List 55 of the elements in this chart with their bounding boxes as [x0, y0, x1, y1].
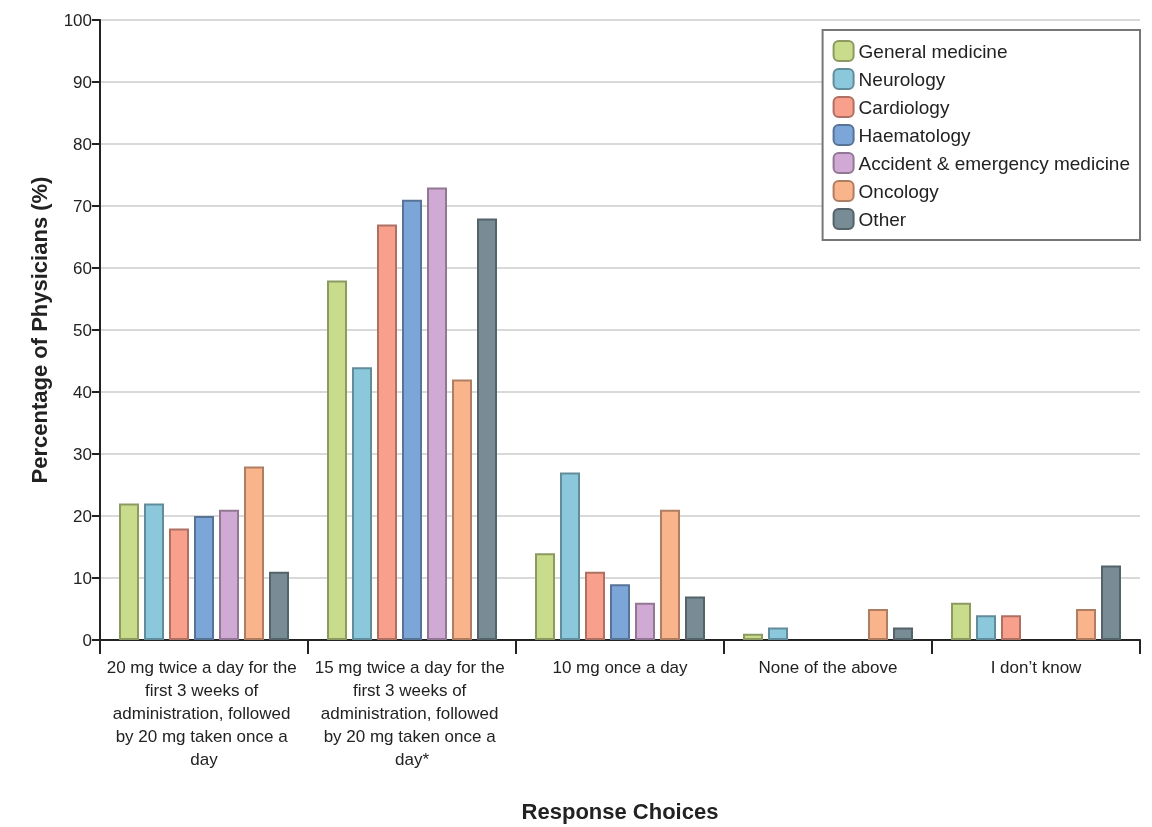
legend-label: Haematology — [858, 124, 972, 146]
bar — [119, 503, 139, 640]
bar — [976, 615, 996, 640]
x-tick-label: 20 mg twice a day for the first 3 weeks of administration, followed by 20 mg taken once a day — [106, 658, 302, 769]
bar — [169, 528, 189, 640]
bar — [535, 553, 555, 640]
y-tick-label: 40 — [73, 382, 92, 402]
bar — [560, 472, 580, 640]
bar — [219, 509, 239, 640]
bar — [402, 199, 422, 640]
bar — [244, 466, 264, 640]
x-axis-title: Response Choices — [521, 798, 719, 824]
bar — [352, 367, 372, 640]
bar — [868, 609, 888, 640]
bar — [1076, 609, 1096, 640]
bar — [893, 627, 913, 640]
bar — [377, 224, 397, 640]
y-tick-label: 70 — [73, 196, 92, 216]
bar — [1101, 565, 1121, 640]
y-tick-label: 90 — [73, 72, 92, 92]
bar — [477, 218, 497, 640]
bar — [585, 571, 605, 640]
x-tick-label: 10 mg once a day — [552, 658, 689, 677]
y-axis-title: Percentage of Physicians (%) — [26, 176, 52, 484]
y-tick-label: 100 — [63, 10, 92, 30]
bar — [768, 627, 788, 640]
bar — [635, 602, 655, 640]
y-tick-label: 30 — [73, 444, 92, 464]
y-tick-label: 60 — [73, 258, 92, 278]
y-tick-label: 50 — [73, 320, 92, 340]
x-tick-label: None of the above — [758, 658, 898, 677]
y-tick-label: 20 — [73, 506, 92, 526]
bar — [951, 602, 971, 640]
bar — [427, 187, 447, 640]
legend-label: Neurology — [858, 68, 946, 90]
bar — [660, 509, 680, 640]
legend-label: Cardiology — [858, 96, 950, 118]
bar — [194, 516, 214, 640]
bar — [685, 596, 705, 640]
legend-label: Other — [858, 208, 907, 230]
bar — [144, 503, 164, 640]
x-tick-label: I don’t know — [990, 658, 1083, 677]
y-tick-label: 0 — [82, 630, 92, 650]
y-tick-label: 80 — [73, 134, 92, 154]
legend-label: General medicine — [858, 40, 1008, 62]
x-tick-label: 15 mg twice a day for the first 3 weeks of administration, followed by 20 mg taken once a day* — [314, 658, 510, 769]
bar — [269, 571, 289, 640]
bar — [1001, 615, 1021, 640]
legend-label: Accident & emergency medicine — [858, 152, 1131, 174]
y-tick-label: 10 — [73, 568, 92, 588]
bar — [743, 633, 763, 640]
bar — [327, 280, 347, 640]
bar — [610, 584, 630, 640]
bar — [452, 379, 472, 640]
legend-label: Oncology — [858, 180, 940, 202]
